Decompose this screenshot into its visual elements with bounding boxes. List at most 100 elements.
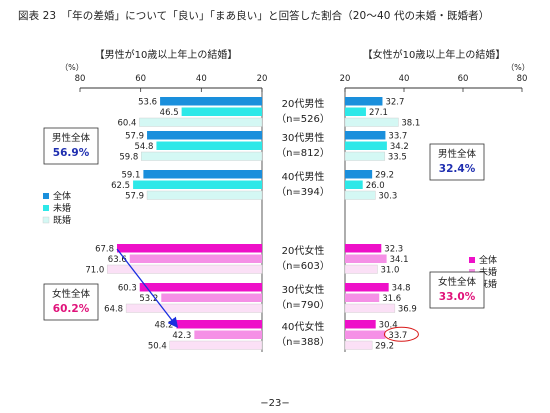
right-tick-label: 60 [458,74,469,84]
male-left-value-label: 53.6 [138,98,157,108]
male-right-value-label: 33.7 [388,132,407,142]
left-tick-label: 40 [196,74,207,84]
right-tick-label: 20 [340,74,351,84]
right-axis-unit: （%） [506,63,530,72]
left-tick-label: 20 [257,74,268,84]
male-left-value-label: 59.1 [121,171,140,181]
male-right-bar [345,170,373,179]
male-legend-swatch [43,193,49,199]
male-left-bar [147,131,262,140]
female-legend-swatch [469,257,475,263]
male-right-value-label: 29.2 [375,171,394,181]
male-right-total-value: 32.4% [439,163,476,175]
male-right-bar [344,117,399,127]
female-left-bar [107,264,263,274]
female-right-bar [345,320,376,329]
female-right-total-value: 33.0% [439,291,476,303]
female-right-value-label: 34.1 [390,255,409,265]
right-tick-label: 40 [399,74,410,84]
female-right-total-label: 女性全体 [438,276,477,288]
male-left-total-box [43,127,99,165]
male-left-value-label: 57.9 [125,192,144,202]
female-left-bar [176,320,262,329]
female-left-value-label: 60.3 [118,284,137,294]
female-left-value-label: 63.6 [108,255,127,265]
male-legend-swatch [43,205,49,211]
male-legend-label: 既婚 [53,214,71,226]
male-left-value-label: 54.8 [135,142,154,152]
left-axis-unit: （%） [60,63,84,72]
female-left-bar [161,293,262,302]
male-right-total-label: 男性全体 [438,148,477,160]
male-legend-label: 未婚 [53,202,71,214]
female-right-bar [344,264,378,274]
male-left-value-label: 62.5 [111,181,130,191]
male-left-bar [160,97,262,106]
female-left-bar [169,340,263,350]
male-right-bar [345,107,366,116]
female-row-n: （n=388） [276,336,330,348]
female-left-bar [117,244,262,253]
male-left-value-label: 60.4 [118,119,137,129]
female-right-value-label: 36.9 [398,305,417,315]
female-left-value-label: 48.2 [155,321,174,331]
female-row-label: 30代女性 [282,283,325,296]
male-right-bar [345,131,386,140]
male-left-bar [141,151,263,161]
page-title: 図表 23 「年の差婚」について「良い」「まあ良い」と回答した割合（20～40 … [18,10,490,22]
male-right-bar [345,141,387,150]
male-left-bar [133,180,262,189]
male-row-label: 20代男性 [282,97,325,110]
female-left-bar [125,303,263,313]
female-right-bar [345,254,387,263]
female-left-value-label: 71.0 [85,266,104,276]
male-legend-swatch [42,216,50,224]
right-panel-title: 【女性が10歳以上年上の結婚】 [363,48,506,61]
male-left-bar [156,141,262,150]
female-right-value-label: 32.3 [384,245,403,255]
female-row-n: （n=603） [276,260,330,272]
trend-arrow [116,248,179,329]
male-left-total-label: 男性全体 [52,132,91,144]
male-left-value-label: 46.5 [160,108,179,118]
left-panel-title: 【男性が10歳以上年上の結婚】 [95,48,238,61]
female-left-value-label: 67.8 [95,245,114,255]
female-left-value-label: 42.3 [172,331,191,341]
male-left-bar [181,107,262,116]
male-row-n: （n=812） [276,147,330,159]
female-right-bar [344,340,373,350]
male-right-value-label: 32.7 [385,98,404,108]
male-row-n: （n=394） [276,186,330,198]
female-left-total-value: 60.2% [53,303,90,315]
male-right-value-label: 26.0 [366,181,385,191]
female-right-value-label: 30.4 [379,321,398,331]
female-right-value-label: 31.0 [380,266,399,276]
male-left-value-label: 59.8 [119,153,138,163]
right-tick-label: 80 [517,74,528,84]
male-right-value-label: 33.5 [388,153,407,163]
female-left-total-box [43,283,99,321]
female-right-bar [345,283,389,292]
male-left-total-value: 56.9% [53,147,90,159]
female-left-bar [194,330,262,339]
male-left-bar [139,117,263,127]
male-right-value-label: 38.1 [401,119,420,129]
female-left-value-label: 64.8 [104,305,123,315]
female-left-value-label: 50.4 [148,342,167,352]
female-left-bar [139,283,262,292]
male-right-value-label: 27.1 [369,108,388,118]
male-right-bar [345,180,363,189]
female-row-label: 40代女性 [282,320,325,333]
male-left-bar [146,190,263,200]
male-right-total-box [429,143,485,181]
circled-value-highlight [383,326,419,342]
female-right-bar [344,303,396,313]
male-left-bar [143,170,262,179]
male-row-label: 40代男性 [282,170,325,183]
female-right-value-label: 34.8 [392,284,411,294]
female-right-value-label: 29.2 [375,342,394,352]
male-left-value-label: 57.9 [125,132,144,142]
female-row-label: 20代女性 [282,244,325,257]
